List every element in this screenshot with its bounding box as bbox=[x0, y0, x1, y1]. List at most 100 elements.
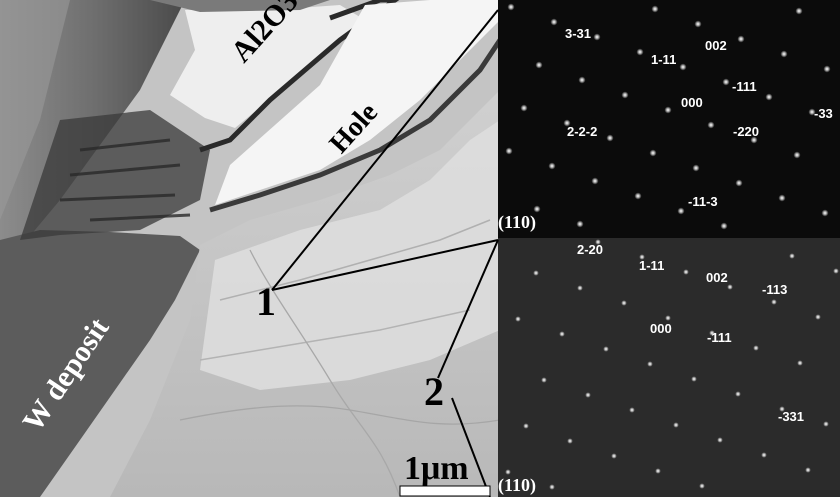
diffraction-spot bbox=[567, 438, 573, 444]
diffraction-spot bbox=[694, 20, 702, 28]
diffraction-spot bbox=[523, 423, 529, 429]
diffraction-spot bbox=[797, 360, 803, 366]
diffraction-spot bbox=[677, 207, 685, 215]
al2o3-region bbox=[170, 5, 365, 128]
diffraction-spot bbox=[709, 330, 715, 336]
diffraction-spot bbox=[750, 136, 758, 144]
pointer-line-2-bottom bbox=[451, 397, 491, 497]
diffraction-spot bbox=[595, 239, 601, 245]
diffraction-spot bbox=[576, 220, 584, 228]
diffraction-spots-top bbox=[505, 3, 831, 230]
site-marker-2: 2 bbox=[424, 369, 444, 414]
diffraction-spot bbox=[780, 50, 788, 58]
diffraction-spot bbox=[655, 468, 661, 474]
diffraction-spot bbox=[805, 467, 811, 473]
diffraction-spot bbox=[559, 331, 565, 337]
diffraction-spot bbox=[821, 209, 829, 217]
diffraction-spot bbox=[621, 300, 627, 306]
diffraction-spot bbox=[634, 192, 642, 200]
diffraction-spot bbox=[636, 48, 644, 56]
diffraction-spot bbox=[629, 407, 635, 413]
spot-index: -113 bbox=[762, 282, 788, 297]
spot-index: 2-20 bbox=[577, 242, 604, 257]
diffraction-spot bbox=[765, 93, 773, 101]
spot-index: 000 bbox=[681, 95, 703, 110]
diffraction-spot bbox=[548, 162, 556, 170]
diffraction-spot bbox=[533, 205, 541, 213]
diffraction-spot bbox=[753, 345, 759, 351]
diffraction-spot bbox=[717, 437, 723, 443]
site-marker-1: 1 bbox=[256, 279, 276, 324]
diffraction-spot bbox=[621, 91, 629, 99]
diffraction-spot bbox=[505, 147, 513, 155]
diffraction-spot bbox=[720, 222, 728, 230]
spot-index: 2-2-2 bbox=[567, 124, 598, 139]
diffraction-spot bbox=[833, 268, 839, 274]
diffraction-spot bbox=[639, 254, 645, 260]
diffraction-spot bbox=[591, 177, 599, 185]
zone-axis-label-bottom: (110) bbox=[498, 475, 536, 495]
diffraction-spot bbox=[578, 76, 586, 84]
spot-index: -331 bbox=[778, 409, 805, 424]
diffraction-spot bbox=[679, 63, 687, 71]
diffraction-spot bbox=[735, 179, 743, 187]
scale-bar-label: 1μm bbox=[404, 450, 469, 487]
spot-index: 1-11 bbox=[651, 52, 677, 67]
diffraction-spot bbox=[771, 299, 777, 305]
diffraction-spot bbox=[795, 7, 803, 15]
diffraction-spot bbox=[691, 376, 697, 382]
diffraction-spot bbox=[515, 316, 521, 322]
diffraction-spot bbox=[603, 346, 609, 352]
pointer-line-1-top bbox=[271, 9, 499, 291]
diffraction-spot bbox=[699, 483, 705, 489]
hole-region bbox=[215, 0, 500, 205]
diffraction-spot bbox=[665, 315, 671, 321]
pattern-panel-bottom bbox=[498, 238, 840, 497]
zone-axis-label-top: (110) bbox=[498, 212, 536, 232]
pointer-line-1-bottom bbox=[271, 239, 499, 291]
diffraction-spot bbox=[535, 61, 543, 69]
spot-index: -111 bbox=[707, 330, 732, 345]
diffraction-spot bbox=[541, 377, 547, 383]
diffraction-spot bbox=[778, 194, 786, 202]
diffraction-spot bbox=[815, 314, 821, 320]
spot-index: -220 bbox=[733, 124, 760, 139]
diffraction-spot bbox=[727, 284, 733, 290]
scale-bar bbox=[399, 485, 491, 497]
w-deposit-lower bbox=[0, 230, 200, 497]
diffraction-spot bbox=[823, 65, 831, 73]
spot-index: 002 bbox=[706, 270, 728, 285]
diffraction-spot bbox=[737, 35, 745, 43]
diffraction-spot bbox=[520, 104, 528, 112]
spot-index: -111 bbox=[732, 79, 757, 94]
diffraction-spot bbox=[550, 18, 558, 26]
diffraction-spot bbox=[692, 164, 700, 172]
diffraction-spot bbox=[707, 121, 715, 129]
diffraction-spot bbox=[533, 270, 539, 276]
diffraction-spot bbox=[722, 78, 730, 86]
diffraction-spot bbox=[549, 484, 555, 490]
diffraction-spot bbox=[808, 108, 816, 116]
diffraction-spot bbox=[651, 5, 659, 13]
diffraction-spot bbox=[779, 406, 785, 412]
diffraction-spot bbox=[647, 361, 653, 367]
diffraction-spot bbox=[563, 119, 571, 127]
diffraction-spot bbox=[683, 269, 689, 275]
diffraction-spot bbox=[793, 151, 801, 159]
diffraction-spot bbox=[761, 452, 767, 458]
diffraction-spots-bottom bbox=[505, 239, 839, 490]
diffraction-spot bbox=[823, 421, 829, 427]
diffraction-spot bbox=[649, 149, 657, 157]
diffraction-spot bbox=[789, 253, 795, 259]
diffraction-spot bbox=[585, 392, 591, 398]
diffraction-spot bbox=[664, 106, 672, 114]
diffraction-spot bbox=[611, 453, 617, 459]
spot-index: 1-11 bbox=[639, 258, 665, 273]
pointer-line-2-top bbox=[437, 239, 499, 379]
diffraction-spot bbox=[735, 391, 741, 397]
spot-index: 000 bbox=[650, 321, 672, 336]
diffraction-spot bbox=[507, 3, 515, 11]
spot-index: 3-31 bbox=[565, 26, 592, 41]
